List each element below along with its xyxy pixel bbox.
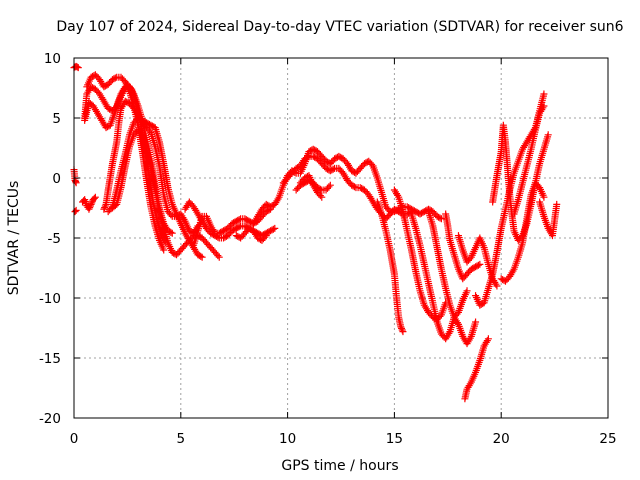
- data-point: [540, 90, 548, 98]
- y-tick-label: -5: [48, 231, 61, 247]
- data-point: [534, 182, 542, 190]
- series-track-28: [510, 102, 548, 218]
- data-point: [215, 253, 223, 261]
- data-point: [397, 323, 405, 331]
- x-tick-label: 15: [386, 431, 403, 447]
- series-track-3: [71, 206, 80, 216]
- data-point: [472, 318, 480, 326]
- data-point: [262, 232, 270, 240]
- data-point: [540, 193, 548, 201]
- data-point: [167, 228, 175, 236]
- series-track-27: [497, 179, 548, 285]
- data-point: [74, 64, 82, 72]
- data-point: [235, 223, 243, 231]
- data-point: [85, 205, 93, 213]
- data-point: [351, 183, 359, 191]
- data-point: [100, 205, 108, 213]
- data-point: [453, 310, 461, 318]
- data-point: [540, 102, 548, 110]
- series-track-18: [373, 198, 407, 336]
- x-axis-label: GPS time / hours: [281, 458, 398, 474]
- data-point: [474, 261, 482, 269]
- data-point: [466, 255, 474, 263]
- data-point: [101, 202, 109, 210]
- data-point: [111, 74, 119, 82]
- data-point: [86, 204, 94, 212]
- series-track-10: [108, 126, 223, 261]
- data-point: [91, 193, 99, 201]
- data-point: [86, 202, 94, 210]
- x-tick-label: 10: [279, 431, 296, 447]
- data-point: [101, 204, 109, 212]
- data-point: [160, 246, 168, 254]
- data-point: [406, 208, 414, 216]
- series-track-24: [461, 335, 492, 403]
- data-point: [167, 211, 175, 219]
- data-point: [235, 216, 243, 224]
- series-track-6: [83, 71, 168, 254]
- data-point: [399, 328, 407, 336]
- data-markers: [70, 62, 561, 403]
- data-point: [436, 214, 444, 222]
- data-point: [145, 127, 153, 135]
- y-tick-label: -10: [39, 291, 61, 307]
- y-tick-label: 5: [52, 111, 61, 127]
- data-point: [197, 252, 205, 260]
- data-point: [398, 324, 406, 332]
- data-point: [120, 76, 128, 84]
- x-tick-label: 5: [177, 431, 186, 447]
- y-tick-label: -15: [39, 351, 61, 367]
- data-point: [214, 233, 222, 241]
- series-track-20: [407, 210, 480, 348]
- y-axis-label: SDTVAR / TECUs: [6, 181, 22, 296]
- y-tick-label: -20: [39, 411, 61, 427]
- data-point: [436, 312, 444, 320]
- data-point: [544, 131, 552, 139]
- data-point: [326, 181, 334, 189]
- data-point: [316, 192, 324, 200]
- data-point: [368, 160, 376, 168]
- data-point: [476, 260, 484, 268]
- data-point: [87, 200, 95, 208]
- data-point: [271, 224, 279, 232]
- data-point: [214, 252, 222, 260]
- series-track-7: [79, 193, 99, 213]
- series-track-19: [390, 186, 450, 324]
- chart-title: Day 107 of 2024, Sidereal Day-to-day VTE…: [56, 19, 623, 35]
- data-point: [484, 335, 492, 343]
- data-point: [168, 229, 176, 237]
- series-track-22: [442, 210, 484, 283]
- data-point: [198, 253, 206, 261]
- series-track-29: [536, 198, 561, 240]
- axis-ticks: 0 5 10 15 20 25 -20 -15 -10 -5 0 5 10: [39, 51, 617, 447]
- x-tick-label: 20: [493, 431, 510, 447]
- data-point: [318, 193, 326, 201]
- series-track-13: [232, 224, 270, 244]
- x-tick-label: 0: [70, 431, 79, 447]
- series-track-1: [70, 62, 82, 72]
- data-point: [325, 183, 333, 191]
- series-track-14: [249, 145, 445, 228]
- data-point: [493, 282, 501, 290]
- data-point: [398, 326, 406, 334]
- data-point: [463, 287, 471, 295]
- data-point: [90, 194, 98, 202]
- y-tick-label: 10: [44, 51, 61, 67]
- series-track-2: [70, 166, 80, 187]
- data-point: [304, 153, 312, 161]
- series-track-21: [425, 208, 471, 321]
- data-point: [261, 233, 269, 241]
- data-point: [269, 225, 277, 233]
- x-tick-label: 25: [599, 431, 616, 447]
- y-tick-label: 0: [52, 171, 61, 187]
- data-point: [88, 199, 96, 207]
- grid-lines: [74, 58, 608, 418]
- data-point: [329, 165, 337, 173]
- data-point: [437, 215, 445, 223]
- data-point: [71, 208, 79, 216]
- data-point: [553, 200, 561, 208]
- series-track-17: [296, 172, 326, 201]
